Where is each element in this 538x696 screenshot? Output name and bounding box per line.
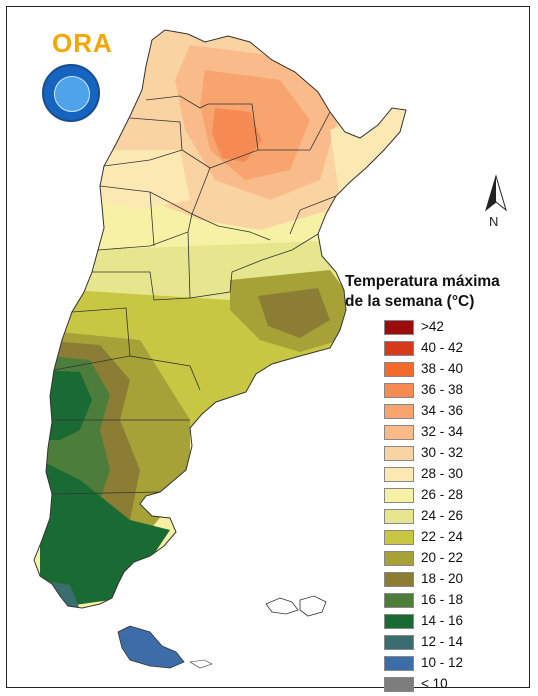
legend-label: 24 - 26	[421, 508, 464, 523]
legend-swatch	[384, 404, 414, 419]
legend-label: 34 - 36	[421, 403, 464, 418]
north-arrow-icon	[485, 174, 507, 212]
seal-center	[54, 76, 90, 112]
legend-swatch	[384, 488, 414, 503]
tierra-del-fuego	[117, 625, 185, 669]
legend-swatch	[384, 383, 414, 398]
ora-logo: ORA	[52, 28, 113, 59]
legend-swatch	[384, 425, 414, 440]
legend-label: 30 - 32	[421, 445, 464, 460]
legend-label: 18 - 20	[421, 571, 464, 586]
legend-swatch	[384, 509, 414, 524]
legend-swatch	[384, 362, 414, 377]
legend-swatch	[384, 320, 414, 335]
legend-label: 32 - 34	[421, 424, 464, 439]
legend-swatch	[384, 341, 414, 356]
legend-swatch	[384, 635, 414, 650]
legend-swatch	[384, 530, 414, 545]
legend-swatch	[384, 572, 414, 587]
legend-swatch	[384, 656, 414, 671]
north-label: N	[489, 214, 499, 229]
legend-swatch	[384, 677, 414, 692]
legend-swatch	[384, 593, 414, 608]
legend-swatch	[384, 614, 414, 629]
legend-label: < 10	[421, 676, 448, 691]
legend-label: 38 - 40	[421, 361, 464, 376]
country-outline	[33, 29, 407, 609]
province-borders	[51, 95, 337, 495]
legend-label: 10 - 12	[421, 655, 464, 670]
legend-label: 20 - 22	[421, 550, 464, 565]
smn-seal-logo	[42, 64, 100, 122]
legend-label: 28 - 30	[421, 466, 464, 481]
legend-title-line1: Temperatura máxima	[345, 273, 500, 290]
legend-label: 14 - 16	[421, 613, 464, 628]
isla-de-los-estados	[189, 659, 213, 669]
legend-label: 40 - 42	[421, 340, 464, 355]
legend-swatch	[384, 467, 414, 482]
legend-title: Temperatura máxima de la semana (°C)	[345, 272, 535, 312]
legend-label: 16 - 18	[421, 592, 464, 607]
legend-title-line2: de la semana (°C)	[345, 293, 475, 310]
legend-swatch	[384, 551, 414, 566]
legend-label: 22 - 24	[421, 529, 464, 544]
legend-label: 36 - 38	[421, 382, 464, 397]
legend-label: >42	[421, 319, 444, 334]
legend-label: 12 - 14	[421, 634, 464, 649]
legend-swatch	[384, 446, 414, 461]
legend-label: 26 - 28	[421, 487, 464, 502]
malvinas-islands	[265, 595, 327, 617]
logo-text: ORA	[52, 28, 113, 58]
